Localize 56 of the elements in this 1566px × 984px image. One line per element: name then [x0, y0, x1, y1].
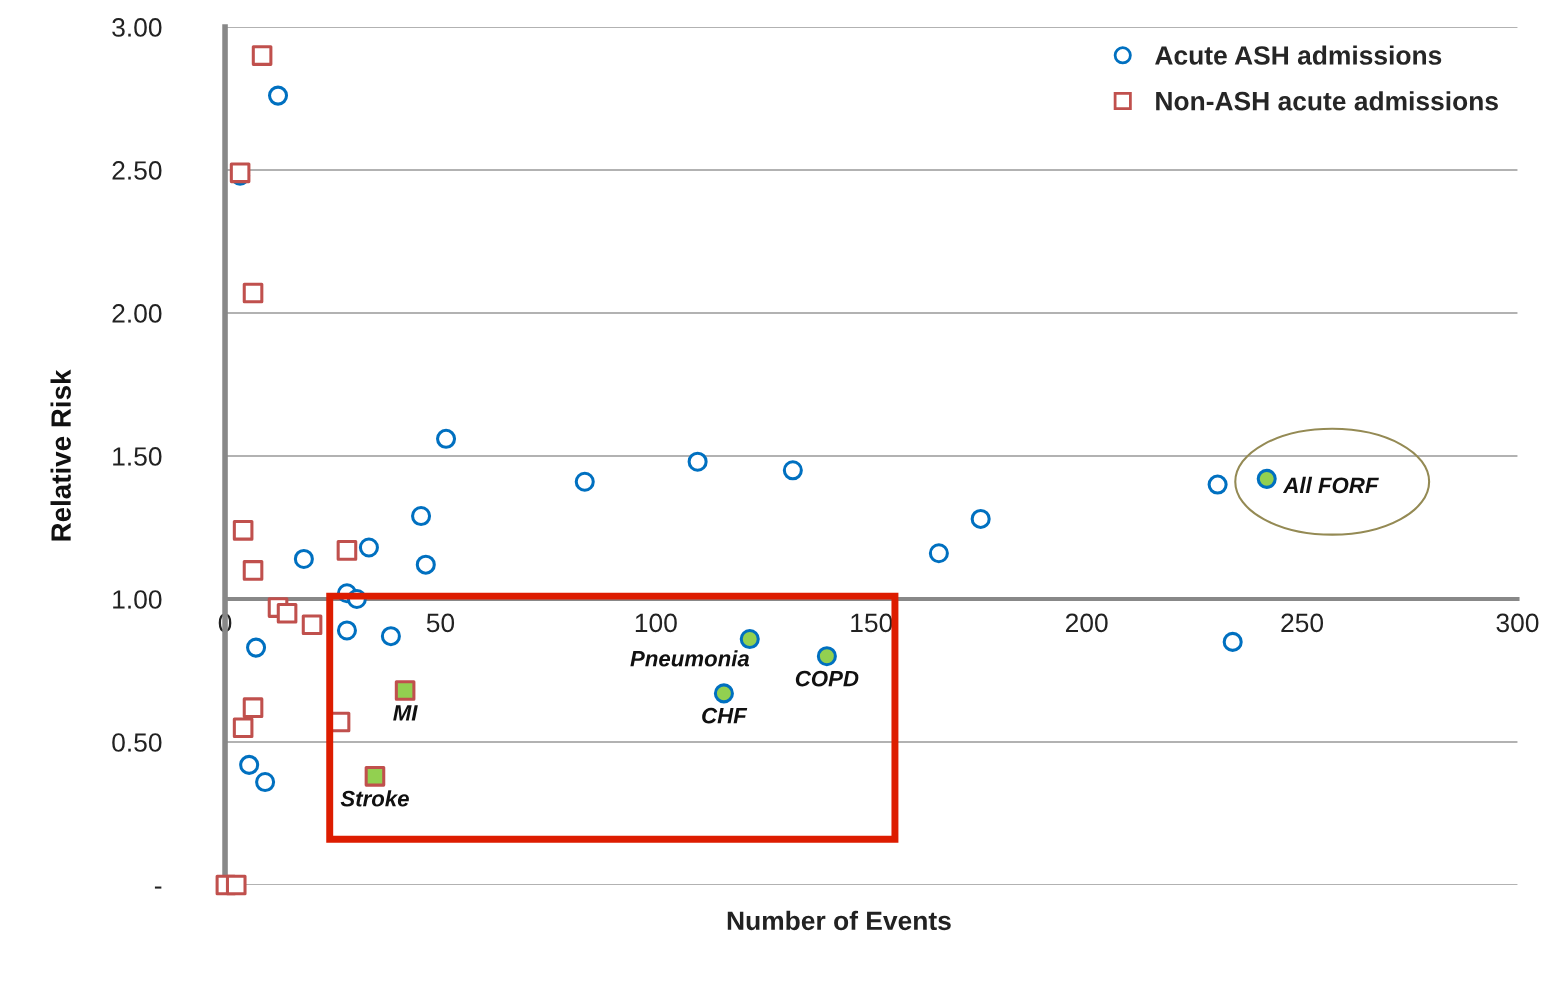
x-tick-label: 250	[1281, 613, 1324, 633]
x-tick-label: 50	[426, 613, 455, 633]
point	[251, 45, 273, 66]
point	[1256, 468, 1277, 489]
point	[1222, 631, 1243, 652]
point	[232, 520, 254, 541]
x-tick-label: 100	[635, 613, 677, 633]
point	[225, 874, 247, 896]
point	[380, 626, 401, 647]
point	[713, 683, 734, 704]
x-axis-title: Number of Events	[727, 910, 951, 931]
point	[816, 646, 837, 667]
point	[358, 537, 379, 558]
x-tick-label: 300	[1496, 613, 1539, 633]
point	[411, 506, 432, 527]
point	[336, 540, 358, 561]
point	[970, 508, 991, 529]
legend-label: Acute ASH admissions	[1155, 45, 1442, 65]
y-tick-label: 0.50	[112, 733, 162, 752]
point	[364, 766, 386, 787]
legend-label: Non-ASH acute admissions	[1156, 91, 1498, 111]
annotation: Stroke	[340, 790, 409, 807]
y-tick-label: -	[154, 886, 162, 889]
point	[436, 428, 457, 449]
point	[242, 697, 264, 718]
point	[301, 614, 323, 636]
annotation: Pneumonia	[630, 650, 750, 667]
y-tick-label: 3.00	[112, 18, 162, 37]
x-tick-label: 200	[1065, 613, 1108, 633]
point	[246, 637, 267, 658]
annotation: MI	[393, 705, 418, 721]
point	[242, 282, 264, 304]
point	[293, 548, 314, 569]
y-tick-label: 2.50	[112, 161, 162, 180]
point	[739, 629, 760, 650]
point	[928, 543, 949, 564]
point	[415, 554, 436, 575]
point	[267, 85, 289, 106]
point	[255, 772, 276, 793]
annotation: CHF	[702, 707, 748, 724]
point	[782, 460, 803, 481]
point	[687, 451, 708, 472]
y-tick-label: 1.50	[113, 447, 162, 466]
y-tick-label: 2.00	[112, 304, 162, 323]
y-tick-label: 1.00	[113, 590, 162, 609]
point	[1207, 474, 1228, 495]
point	[336, 620, 357, 641]
point	[276, 602, 298, 624]
y-axis-title: Relative Risk	[50, 369, 71, 541]
point	[574, 471, 595, 492]
annotation: All FORF	[1282, 476, 1379, 494]
annotation: COPD	[795, 670, 859, 687]
point	[242, 560, 264, 581]
point	[239, 754, 260, 775]
point	[232, 717, 254, 739]
point	[394, 680, 416, 701]
